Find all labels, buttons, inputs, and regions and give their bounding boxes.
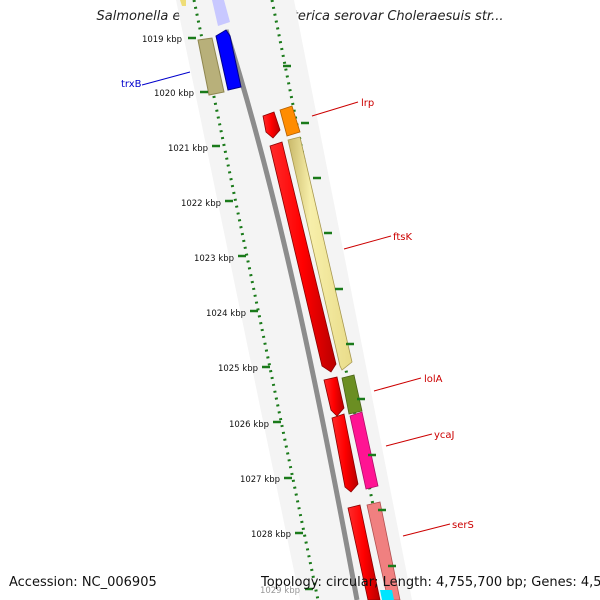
ruler-label-1019: 1019 kbp [142, 35, 182, 45]
gene-top-blue-fade [212, 0, 230, 26]
ruler-label-1022: 1022 kbp [181, 199, 221, 209]
gene-red-cds-3-arrow [323, 376, 345, 417]
gene-label-lolA[interactable]: lolA [424, 374, 443, 385]
accession-text: Accession: NC_006905 [9, 575, 157, 590]
gene-label-ycaJ[interactable]: ycaJ [434, 430, 455, 441]
gene-red-cds-2-arrow [269, 141, 337, 373]
gene-red-cds-2[interactable] [269, 141, 337, 373]
gene-label-serS[interactable]: serS [452, 520, 474, 531]
gene-red-cds-3[interactable] [323, 376, 345, 417]
gene-top-yellow [180, 0, 186, 6]
ruler-label-1028: 1028 kbp [251, 530, 291, 540]
leader-lolA [373, 377, 422, 392]
ruler-ticks [188, 36, 396, 591]
gene-serS-arrow [366, 501, 401, 600]
track-band-outer [176, 0, 412, 600]
leader-lrp [311, 101, 359, 117]
ruler-label-1025: 1025 kbp [218, 364, 258, 374]
gene-red-cds-4[interactable] [331, 413, 359, 493]
gene-serS[interactable] [366, 501, 401, 600]
gene-ycaJ-arrow [349, 411, 379, 490]
ruler-label-1026: 1026 kbp [229, 420, 269, 430]
ruler-label-1027: 1027 kbp [240, 475, 280, 485]
gene-lolA[interactable] [341, 374, 363, 415]
ruler-labels: 1019 kbp 1020 kbp 1021 kbp 1022 kbp 1023… [142, 35, 300, 596]
gene-lolA-arrow [341, 374, 363, 415]
gene-red-cds-1-arrow [262, 111, 281, 139]
gene-label-ftsK[interactable]: ftsK [393, 232, 412, 243]
topology-text: Topology: circular; Length: 4,755,700 bp… [261, 575, 600, 590]
ruler-label-1024: 1024 kbp [206, 309, 246, 319]
gene-label-lrp[interactable]: lrp [361, 98, 374, 109]
gene-lrp[interactable] [279, 105, 301, 137]
leader-ycaJ [385, 433, 433, 447]
gene-ftsK[interactable] [287, 136, 353, 371]
gene-red-cds-5-arrow [347, 504, 381, 600]
ruler-label-1029: 1029 kbp [260, 586, 300, 596]
gene-cyan-cds-arrow [380, 590, 394, 600]
leader-ftsK [343, 235, 392, 250]
gene-red-cds-1[interactable] [262, 111, 281, 139]
gene-trxB-blue [215, 29, 242, 91]
ruler-label-1021: 1021 kbp [168, 144, 208, 154]
gene-red-cds-5[interactable] [347, 504, 381, 600]
gene-trxB-olive [197, 37, 225, 96]
gene-leaders [141, 71, 451, 537]
leader-serS [402, 523, 451, 537]
ruler-label-1023: 1023 kbp [194, 254, 234, 264]
gene-ycaJ[interactable] [349, 411, 379, 490]
gene-lrp-arrow [279, 105, 301, 137]
leader-trxB [141, 71, 191, 86]
backbone-line [223, 29, 360, 600]
gene-ftsK-arrow [287, 136, 353, 371]
gene-label-trxB[interactable]: trxB [121, 79, 142, 90]
gene-label-group: trxB lrp ftsK lolA ycaJ serS [121, 79, 474, 531]
gene-red-cds-4-arrow [331, 413, 359, 493]
ruler-label-1020: 1020 kbp [154, 89, 194, 99]
gene-cyan-cds[interactable] [380, 590, 394, 600]
gene-trxB[interactable] [180, 0, 242, 96]
